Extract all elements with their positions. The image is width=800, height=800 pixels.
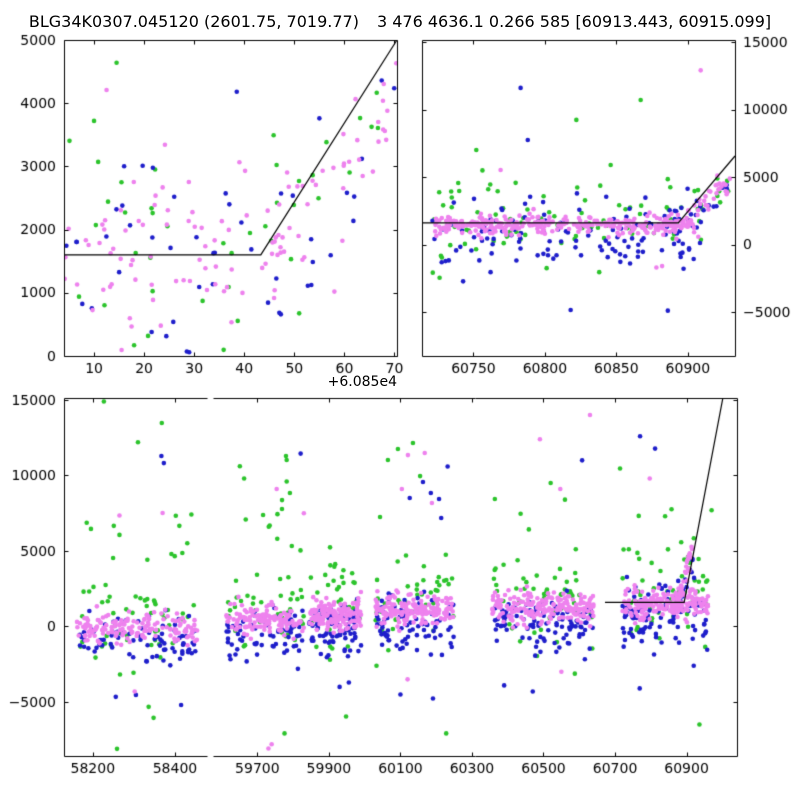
figure-title-left: BLG34K0307.045120 (2601.75, 7019.77) bbox=[28, 12, 359, 31]
figure-title: BLG34K0307.045120 (2601.75, 7019.77) 3 4… bbox=[0, 13, 800, 30]
x-axis-offset-label: +6.085e4 bbox=[327, 374, 397, 390]
figure-title-right: 3 476 4636.1 0.266 585 [60913.443, 60915… bbox=[376, 12, 772, 31]
